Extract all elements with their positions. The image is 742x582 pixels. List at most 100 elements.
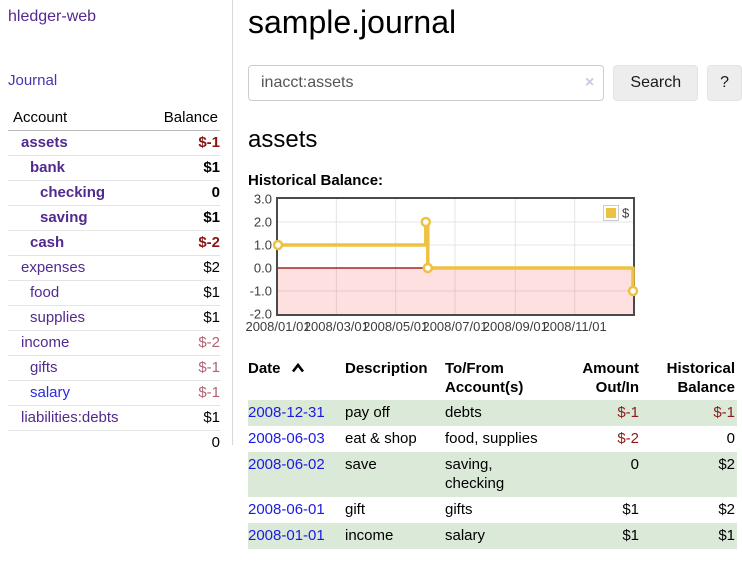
- account-row: gifts $-1: [8, 355, 220, 381]
- x-tick-label: 2008/01/01: [245, 319, 310, 334]
- account-link-assets[interactable]: assets: [21, 134, 68, 151]
- txn-description: pay off: [345, 404, 390, 421]
- account-balance: $-1: [148, 355, 220, 381]
- y-tick-label: 1.0: [254, 238, 272, 253]
- header-date-label: Date: [248, 360, 281, 377]
- help-button[interactable]: ?: [707, 65, 742, 101]
- chart-title: Historical Balance:: [248, 172, 384, 189]
- transaction-row: 2008-06-03 eat & shop food, supplies $-2 0: [248, 426, 737, 452]
- account-link-food[interactable]: food: [30, 284, 60, 301]
- accounts-tbody: assets $-1 bank $1 checking 0 saving $1 cash $-2 e…: [8, 130, 220, 431]
- account-link-gifts[interactable]: gifts: [30, 359, 58, 376]
- txn-date-link[interactable]: 2008-06-03: [248, 430, 325, 447]
- account-link-liabilities-debts[interactable]: liabilities:debts: [21, 409, 119, 426]
- txn-date-cell: 2008-12-31: [248, 400, 345, 426]
- account-row: cash $-2: [8, 230, 220, 256]
- sidebar-item-journal[interactable]: Journal: [8, 72, 58, 89]
- transaction-row: 2008-01-01 income salary $1 $1: [248, 523, 737, 549]
- account-balance: $1: [148, 405, 220, 431]
- account-link-cash[interactable]: cash: [30, 234, 65, 251]
- y-tick-label: 3.0: [254, 192, 272, 207]
- txn-date-link[interactable]: 2008-06-02: [248, 456, 325, 473]
- search-input[interactable]: [248, 65, 605, 101]
- txn-date-link[interactable]: 2008-12-31: [248, 404, 325, 421]
- clear-search-icon[interactable]: ×: [585, 74, 595, 91]
- account-link-expenses[interactable]: expenses: [21, 259, 86, 276]
- txn-date-cell: 2008-06-01: [248, 497, 345, 523]
- negative-region: [278, 268, 633, 314]
- account-link-bank[interactable]: bank: [30, 159, 66, 176]
- txn-balance: 0: [726, 430, 735, 447]
- legend-label: $: [622, 206, 630, 221]
- transaction-row: 2008-06-02 save saving, checking 0 $2: [248, 452, 737, 497]
- txn-description: save: [345, 456, 377, 473]
- account-row: checking 0: [8, 180, 220, 206]
- account-link-salary[interactable]: salary: [30, 384, 71, 401]
- account-balance: $1: [148, 205, 220, 231]
- y-tick-label: -2.0: [250, 307, 272, 322]
- search-button[interactable]: Search: [613, 65, 699, 101]
- main-content: sample.journal × Search ? assets Histori…: [245, 0, 742, 549]
- txn-amount: $-2: [617, 430, 639, 447]
- txn-amount: $-1: [617, 404, 639, 421]
- data-point-marker: [272, 239, 284, 251]
- account-row: liabilities:debts $1: [8, 405, 220, 431]
- accounts-header-balance: Balance: [148, 106, 220, 131]
- txn-accounts: salary: [445, 527, 486, 544]
- account-row: income $-2: [8, 330, 220, 356]
- header-date[interactable]: Date: [248, 357, 345, 400]
- txn-balance: $-1: [713, 404, 735, 421]
- sidebar: hledger-web Journal Account Balance asse…: [0, 0, 233, 455]
- data-point-marker: [627, 285, 639, 297]
- account-balance: $1: [148, 155, 220, 181]
- transactions-table: Date Description To/From Account(s) Amou…: [248, 357, 737, 549]
- txn-description: gift: [345, 501, 366, 518]
- txn-accounts: debts: [445, 404, 482, 421]
- account-link-checking[interactable]: checking: [40, 184, 106, 201]
- x-tick-label: 2008/09/01: [483, 319, 548, 334]
- txn-date-link[interactable]: 2008-06-01: [248, 501, 325, 518]
- sort-asc-icon: [291, 362, 304, 373]
- txn-description: eat & shop: [345, 430, 417, 447]
- account-balance: $1: [148, 280, 220, 306]
- txns-tbody: 2008-12-31 pay off debts $-1 $-1 2008-06-03 ea…: [248, 400, 737, 549]
- account-cell: checking: [8, 180, 149, 206]
- account-link-supplies[interactable]: supplies: [30, 309, 86, 326]
- y-tick-label: 2.0: [254, 215, 272, 230]
- account-link-saving[interactable]: saving: [40, 209, 88, 226]
- txn-description: income: [345, 527, 394, 544]
- account-balance: $-2: [148, 330, 220, 356]
- account-balance: $2: [148, 255, 220, 281]
- legend-swatch: [606, 208, 616, 218]
- account-balance: 0: [148, 180, 220, 206]
- txn-balance: $1: [718, 527, 735, 544]
- brand-link[interactable]: hledger-web: [8, 8, 97, 25]
- header-balance: Historical Balance: [666, 360, 735, 396]
- y-tick-label: 0.0: [254, 261, 272, 276]
- txn-date-cell: 2008-01-01: [248, 523, 345, 549]
- chart-container: 3.0 2.0 1.0 0.0 -1.0 -2.0 2008/01/01 2008/03/01…: [245, 192, 742, 339]
- txn-balance: $2: [718, 456, 735, 473]
- txn-date-cell: 2008-06-03: [248, 426, 345, 452]
- account-row: assets $-1: [8, 130, 220, 156]
- plot-border: [276, 197, 635, 316]
- account-cell: income: [8, 330, 149, 356]
- x-tick-label: 2008/05/01: [363, 319, 428, 334]
- account-cell: supplies: [8, 305, 149, 331]
- balance-chart[interactable]: 3.0 2.0 1.0 0.0 -1.0 -2.02008/01/012008/03/01…: [245, 192, 742, 339]
- account-row: supplies $1: [8, 305, 220, 331]
- txn-amount: $1: [622, 501, 639, 518]
- account-row: bank $1: [8, 155, 220, 181]
- account-cell: saving: [8, 205, 149, 231]
- search-form: × Search ?: [248, 65, 742, 101]
- account-cell: cash: [8, 230, 149, 256]
- search-box: ×: [248, 65, 605, 101]
- y-tick-label: -1.0: [250, 284, 272, 299]
- account-link-income[interactable]: income: [21, 334, 70, 351]
- page-title: sample.journal: [248, 4, 457, 40]
- txn-date-cell: 2008-06-02: [248, 452, 345, 497]
- header-amount: Amount Out/In: [582, 360, 639, 396]
- account-row: saving $1: [8, 205, 220, 231]
- txn-date-link[interactable]: 2008-01-01: [248, 527, 325, 544]
- x-tick-label: 2008/03/01: [304, 319, 369, 334]
